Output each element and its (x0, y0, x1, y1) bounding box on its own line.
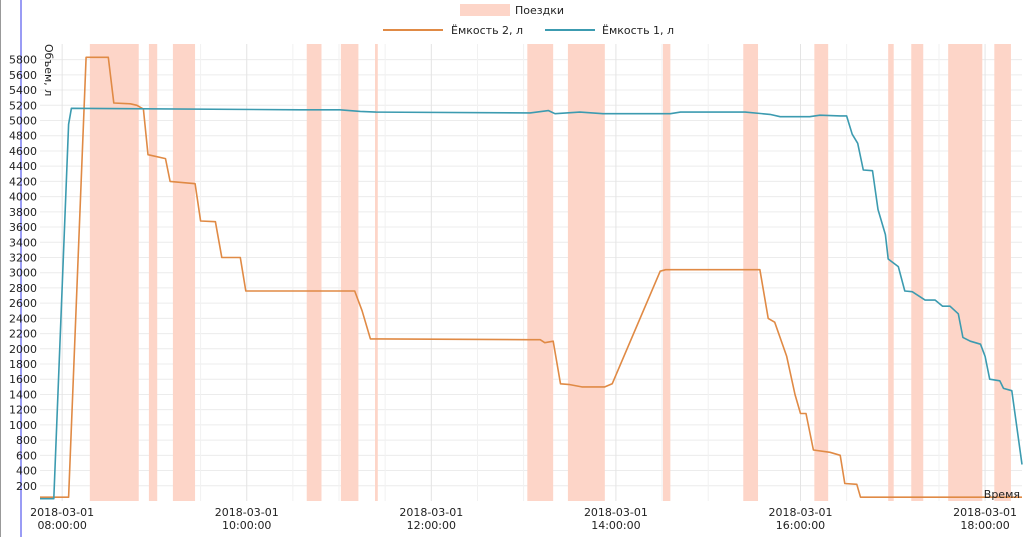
legend-series-2-label[interactable]: Ёмкость 1, л (602, 24, 674, 37)
x-tick-labels: 2018-03-0108:00:002018-03-0110:00:002018… (30, 506, 1017, 532)
trip-band (375, 44, 378, 501)
y-tick-label: 5200 (9, 99, 37, 112)
x-tick-time: 10:00:00 (222, 519, 271, 532)
y-tick-label: 4000 (9, 191, 37, 204)
y-tick-label: 2600 (9, 297, 37, 310)
x-axis-label: Время (984, 488, 1020, 501)
trip-band (948, 44, 983, 501)
trip-band (911, 44, 924, 501)
y-tick-label: 1000 (9, 419, 37, 432)
y-tick-label: 3600 (9, 221, 37, 234)
trip-band (994, 44, 1011, 501)
trip-band (814, 44, 829, 501)
y-tick-labels: 200 400 600 800 1000 1200 1400 1600 1800 2000 2200… (9, 54, 37, 493)
y-tick-label: 3200 (9, 251, 37, 264)
x-tick-date: 2018-03-01 (769, 506, 833, 519)
cursor-guide-line (20, 0, 22, 537)
trip-band (172, 44, 196, 501)
y-tick-label: 3000 (9, 267, 37, 280)
x-tick-date: 2018-03-01 (399, 506, 463, 519)
series-line-2 (40, 107, 1023, 500)
y-tick-label: 5600 (9, 69, 37, 82)
trip-band (340, 44, 359, 501)
window-edge (0, 0, 1, 537)
y-tick-label: 5800 (9, 54, 37, 67)
x-tick-date: 2018-03-01 (30, 506, 94, 519)
y-tick-label: 1600 (9, 373, 37, 386)
series-line-1 (40, 56, 1022, 499)
series-lines (40, 56, 1023, 500)
trip-band (743, 44, 759, 501)
x-tick-time: 12:00:00 (407, 519, 456, 532)
y-tick-label: 5000 (9, 115, 37, 128)
y-tick-label: 800 (16, 434, 37, 447)
x-tick-time: 14:00:00 (591, 519, 640, 532)
y-tick-label: 2400 (9, 312, 37, 325)
x-tick-time: 16:00:00 (776, 519, 825, 532)
y-tick-label: 1400 (9, 388, 37, 401)
y-tick-label: 5400 (9, 84, 37, 97)
trip-band (567, 44, 605, 501)
y-axis-label: Объем, л (42, 44, 55, 96)
y-tick-label: 4600 (9, 145, 37, 158)
y-tick-label: 2200 (9, 328, 37, 341)
trip-band (89, 44, 139, 501)
legend-trips-label[interactable]: Поездки (515, 4, 564, 17)
x-tick-date: 2018-03-01 (215, 506, 279, 519)
y-tick-label: 400 (16, 465, 37, 478)
x-tick-date: 2018-03-01 (953, 506, 1017, 519)
y-tick-label: 4800 (9, 130, 37, 143)
x-tick-time: 18:00:00 (960, 519, 1009, 532)
trip-band (527, 44, 554, 501)
x-tick-date: 2018-03-01 (584, 506, 648, 519)
y-tick-label: 2000 (9, 343, 37, 356)
y-tick-label: 600 (16, 449, 37, 462)
trip-band (148, 44, 158, 501)
trip-band (662, 44, 671, 501)
x-tick-time: 08:00:00 (37, 519, 86, 532)
y-tick-label: 1200 (9, 404, 37, 417)
y-tick-label: 2800 (9, 282, 37, 295)
trip-bands (89, 44, 1011, 501)
y-tick-label: 4200 (9, 175, 37, 188)
y-tick-label: 200 (16, 480, 37, 493)
legend-series-1-label[interactable]: Ёмкость 2, л (451, 24, 523, 37)
y-tick-label: 3800 (9, 206, 37, 219)
trip-band (306, 44, 322, 501)
legend-trips-swatch (460, 4, 510, 16)
trip-band (888, 44, 894, 501)
legend: Поездки Ёмкость 2, л Ёмкость 1, л (383, 4, 674, 37)
y-tick-label: 4400 (9, 160, 37, 173)
y-tick-label: 3400 (9, 236, 37, 249)
y-tick-label: 1800 (9, 358, 37, 371)
